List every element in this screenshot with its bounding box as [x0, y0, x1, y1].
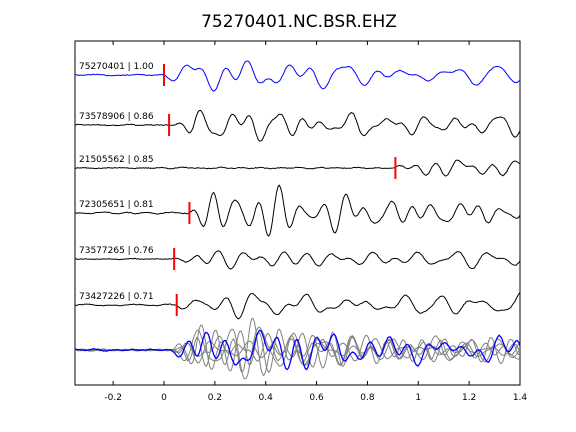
trace-line	[74, 292, 521, 320]
trace-stack: 75270401 | 1.00 73578906 | 0.86 21505562 |…	[74, 60, 521, 320]
trace-label: 73578906 | 0.86	[79, 112, 154, 122]
x-tick-label: 1.4	[513, 393, 528, 403]
trace-line	[74, 109, 521, 142]
x-tick-label: 0	[161, 393, 167, 403]
overlay-stack	[74, 317, 521, 380]
x-tick-label: 0.4	[259, 393, 274, 403]
overlay-trace-line	[74, 324, 521, 370]
trace-line	[74, 184, 521, 237]
trace-label: 73577265 | 0.76	[79, 246, 154, 256]
x-tick-label: 1	[415, 393, 421, 403]
trace-label: 72305651 | 0.81	[79, 200, 154, 210]
trace-line	[75, 60, 521, 92]
x-tick-label: 0.2	[208, 393, 222, 403]
chart-title: 75270401.NC.BSR.EHZ	[201, 12, 397, 32]
x-tick-label: 0.6	[309, 393, 324, 403]
trace-label: 73427226 | 0.71	[79, 292, 154, 302]
overlay-trace-line	[74, 317, 521, 377]
overlay-reference-line	[75, 329, 521, 371]
trace-label: 75270401 | 1.00	[79, 62, 154, 72]
x-tick-label: 1.2	[462, 393, 476, 403]
trace-label: 21505562 | 0.85	[79, 155, 154, 165]
trace-line	[74, 250, 521, 270]
x-tick-label: -0.2	[104, 393, 122, 403]
x-tick-label: 0.8	[360, 393, 375, 403]
x-axis: -0.2 0 0.2 0.4 0.6 0.8 1 1.2 1.4	[104, 41, 527, 403]
trace-line	[74, 159, 521, 177]
